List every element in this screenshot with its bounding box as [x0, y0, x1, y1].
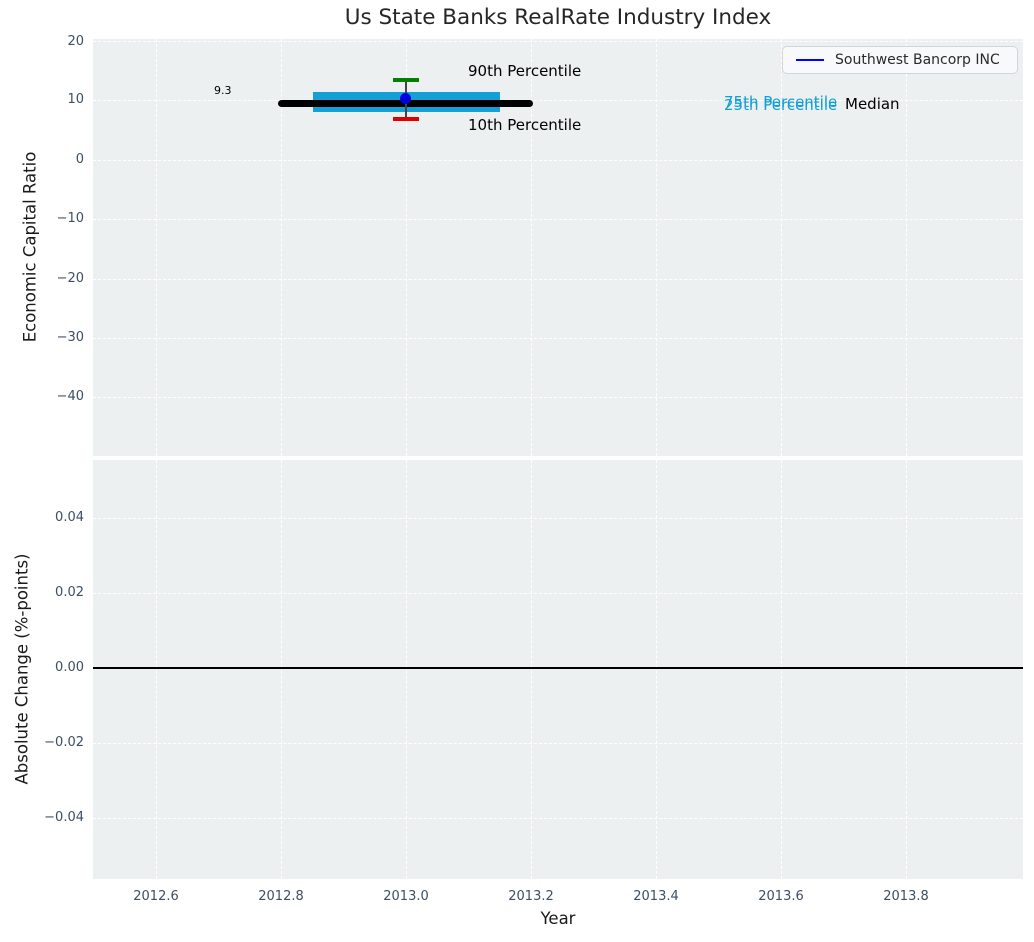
xtick: 2012.6: [133, 889, 179, 904]
top-panel-economic-capital-ratio: 9.3 90th Percentile 10th Percentile 75th…: [93, 39, 1023, 456]
annotation-90th-percentile: 90th Percentile: [468, 62, 582, 80]
ytick-bottom: −0.02: [44, 735, 84, 750]
gridline-horizontal: [93, 338, 1023, 339]
gridline-vertical: [656, 460, 657, 879]
gridline-vertical: [906, 460, 907, 879]
annotation-median: Median: [845, 95, 900, 113]
legend: Southwest Bancorp INC: [782, 46, 1018, 74]
xaxis-label: Year: [540, 909, 576, 928]
gridline-horizontal: [93, 41, 1023, 42]
gridline-vertical: [156, 460, 157, 879]
bottom-panel-ylabel: Absolute Change (%-points): [12, 553, 32, 785]
xtick: 2013.6: [758, 889, 804, 904]
ytick-bottom: −0.04: [44, 810, 84, 825]
top-panel-ylabel: Economic Capital Ratio: [20, 151, 40, 343]
gridline-horizontal: [93, 743, 1023, 744]
gridline-vertical: [281, 39, 282, 456]
gridline-vertical: [531, 39, 532, 456]
xtick: 2012.8: [258, 889, 304, 904]
ytick-top: 20: [67, 34, 84, 49]
legend-line-sample-icon: [796, 59, 824, 61]
ytick-top: 0: [75, 152, 84, 167]
chart-title: Us State Banks RealRate Industry Index: [344, 5, 772, 30]
ytick-top: −40: [56, 389, 84, 404]
ytick-top: −30: [56, 330, 84, 345]
gridline-horizontal: [93, 818, 1023, 819]
gridline-horizontal: [93, 397, 1023, 398]
gridline-horizontal: [93, 219, 1023, 220]
xtick: 2013.0: [383, 889, 429, 904]
gridline-horizontal: [93, 279, 1023, 280]
annotation-10th-percentile: 10th Percentile: [468, 116, 582, 134]
ytick-bottom: 0.04: [55, 510, 84, 525]
gridline-vertical: [656, 39, 657, 456]
gridline-horizontal: [93, 593, 1023, 594]
gridline-vertical: [781, 39, 782, 456]
gridline-vertical: [406, 39, 407, 456]
ytick-top: −10: [56, 211, 84, 226]
gridline-vertical: [406, 460, 407, 879]
southwest-bancorp-marker: [400, 93, 411, 104]
ytick-bottom: 0.00: [55, 660, 84, 675]
ytick-top: 10: [67, 92, 84, 107]
gridline-vertical: [156, 39, 157, 456]
xtick: 2013.4: [633, 889, 679, 904]
ytick-top: −20: [56, 271, 84, 286]
zero-reference-line: [93, 667, 1023, 669]
percentile-90-cap: [393, 78, 419, 82]
percentile-10-cap: [393, 117, 419, 121]
gridline-horizontal: [93, 100, 1023, 101]
gridline-vertical: [531, 460, 532, 879]
annotation-75th-percentile: 75th Percentile: [724, 93, 838, 111]
annotation-25th-percentile: 25th Percentile: [724, 96, 838, 114]
xtick: 2013.8: [883, 889, 929, 904]
xtick: 2013.2: [508, 889, 554, 904]
gridline-vertical: [781, 460, 782, 879]
bottom-panel-absolute-change: [93, 460, 1023, 879]
legend-label: Southwest Bancorp INC: [835, 52, 1000, 68]
gridline-horizontal: [93, 160, 1023, 161]
gridline-vertical: [906, 39, 907, 456]
median-value-label: 9.3: [214, 84, 232, 97]
gridline-vertical: [281, 460, 282, 879]
gridline-horizontal: [93, 518, 1023, 519]
ytick-bottom: 0.02: [55, 585, 84, 600]
